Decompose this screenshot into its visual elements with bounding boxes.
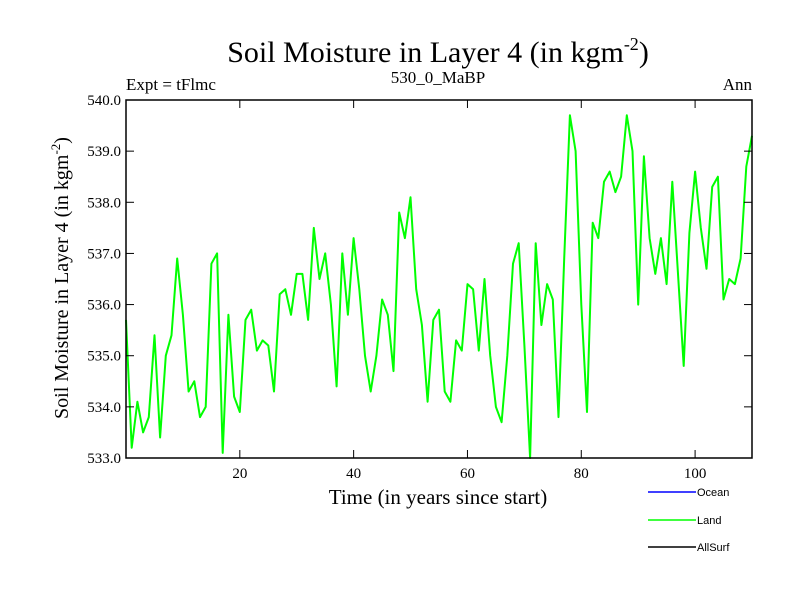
y-tick-label: 540.0 — [87, 93, 121, 109]
x-axis-label: Time (in years since start) — [329, 485, 548, 509]
y-tick-label: 535.0 — [87, 349, 121, 365]
legend-item-allsurf: AllSurf — [648, 542, 730, 554]
x-tick-label: 40 — [346, 466, 361, 482]
legend-label-land: Land — [697, 515, 721, 527]
y-axis-ticks: 533.0 534.0 535.0 536.0 537.0 538.0 539.0 540.0 — [87, 93, 752, 467]
y-tick-label: 537.0 — [87, 246, 121, 262]
legend: Ocean Land AllSurf — [648, 487, 730, 554]
subtitle-left: Expt = tFlmc — [126, 75, 216, 94]
x-axis-ticks: 20 40 60 80 100 — [232, 100, 706, 482]
y-tick-label: 539.0 — [87, 144, 121, 160]
subtitle-center: 530_0_MaBP — [391, 68, 485, 87]
y-axis-label: Soil Moisture in Layer 4 (in kgm-2) — [48, 137, 73, 419]
chart-title: Soil Moisture in Layer 4 (in kgm-2) — [227, 34, 649, 69]
subtitle-right: Ann — [723, 75, 753, 94]
series-land-line — [125, 114, 753, 459]
y-tick-label: 538.0 — [87, 195, 121, 211]
legend-item-land: Land — [648, 515, 721, 527]
x-tick-label: 100 — [684, 466, 707, 482]
y-tick-label: 536.0 — [87, 298, 121, 314]
plot-frame — [125, 99, 753, 459]
y-tick-label: 534.0 — [87, 400, 121, 416]
legend-item-ocean: Ocean — [648, 487, 729, 499]
x-tick-label: 60 — [460, 466, 475, 482]
legend-label-allsurf: AllSurf — [697, 542, 730, 554]
legend-label-ocean: Ocean — [697, 487, 729, 499]
y-tick-label: 533.0 — [87, 451, 121, 467]
x-tick-label: 20 — [232, 466, 247, 482]
x-tick-label: 80 — [574, 466, 589, 482]
series-land-polyline — [125, 114, 753, 459]
